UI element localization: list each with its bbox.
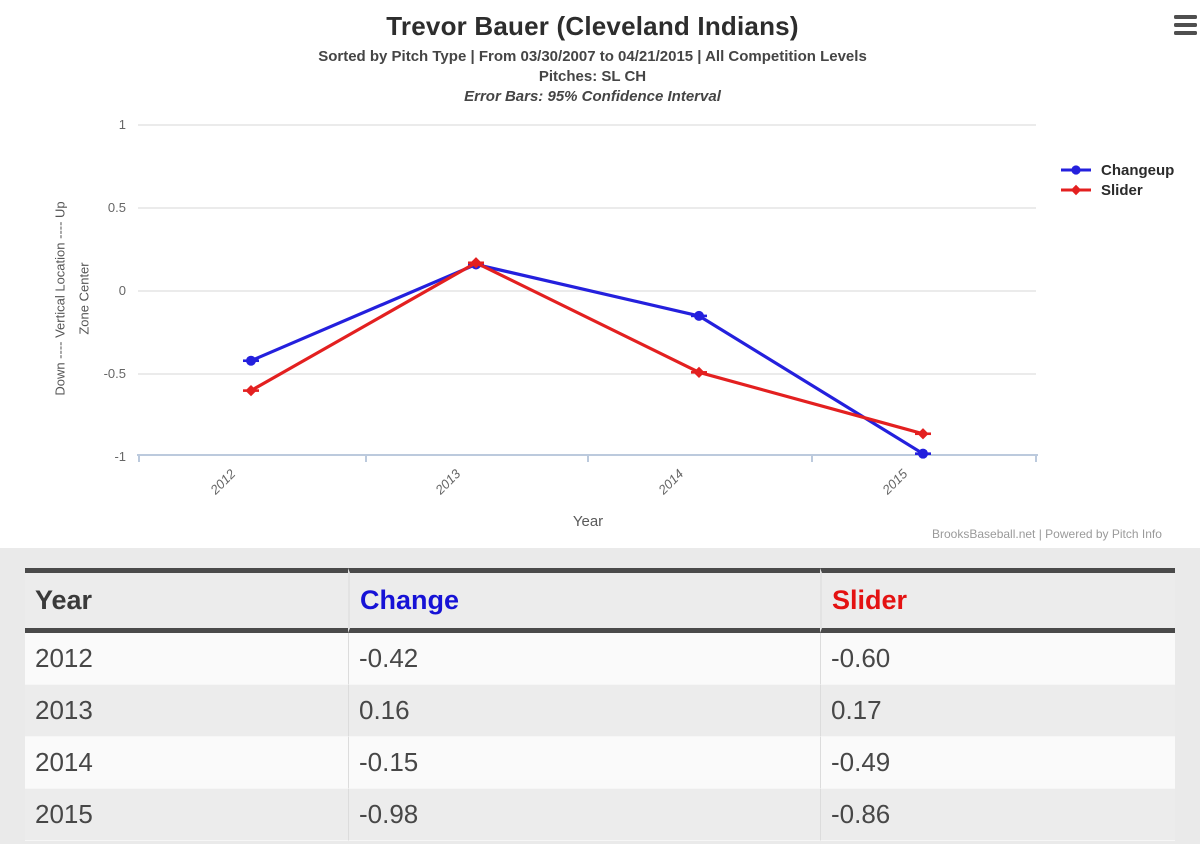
data-point-changeup: [694, 310, 704, 321]
table-cell: -0.60: [820, 633, 1175, 685]
gridline: [138, 207, 1036, 209]
legend-label: Changeup: [1101, 161, 1175, 179]
data-table: Year Change Slider 2012 -0.42 -0.60 2013 0.16 0…: [25, 568, 1175, 841]
table-row: 2014 -0.15 -0.49: [25, 737, 1175, 789]
table-row: 2013 0.16 0.17: [25, 685, 1175, 737]
series-slider: [243, 257, 931, 440]
y-tick-label: -1: [114, 449, 126, 464]
x-axis-line: [137, 454, 1038, 456]
table-cell: -0.49: [820, 737, 1175, 789]
table-cell: 2013: [25, 685, 348, 737]
gridline: [138, 124, 1036, 126]
data-point-slider: [470, 257, 482, 269]
legend-marker-icon: [1061, 184, 1091, 196]
data-point-slider: [917, 428, 929, 440]
menu-bar: [1174, 15, 1197, 19]
x-tick-mark: [365, 456, 367, 462]
table-header-year: Year: [25, 568, 348, 633]
hamburger-menu-icon[interactable]: [1174, 15, 1197, 36]
series-changeup: [243, 259, 931, 459]
table-header-change: Change: [348, 568, 820, 633]
table-cell: 2015: [25, 789, 348, 841]
data-point-changeup: [918, 448, 928, 459]
gridline: [138, 373, 1036, 375]
legend-item-slider: Slider: [1060, 180, 1174, 200]
table-row: 2012 -0.42 -0.60: [25, 633, 1175, 685]
table-cell: 0.17: [820, 685, 1175, 737]
x-axis-title: Year: [572, 513, 604, 530]
legend-marker-icon: [1061, 165, 1091, 175]
menu-bar: [1174, 31, 1197, 35]
data-point-slider: [245, 385, 257, 397]
table-cell: -0.98: [348, 789, 820, 841]
table-cell: 2014: [25, 737, 348, 789]
y-tick-label: 0.5: [107, 200, 126, 215]
x-tick-mark: [138, 456, 140, 462]
chart-subtitle: Sorted by Pitch Type | From 03/30/2007 t…: [318, 48, 867, 65]
chart-error-bars-note: Error Bars: 95% Confidence Interval: [464, 88, 721, 105]
credit-text: BrooksBaseball.net | Powered by Pitch In…: [932, 527, 1162, 541]
chart-pitches-line: Pitches: SL CH: [538, 68, 647, 85]
y-tick-label: -0.5: [103, 366, 126, 381]
table-cell: -0.15: [348, 737, 820, 789]
table-cell: -0.86: [820, 789, 1175, 841]
chart-headings: Trevor Bauer (Cleveland Indians) Sorted …: [0, 0, 1185, 105]
legend-item-changeup: Changeup: [1060, 160, 1174, 180]
table-cell: 2012: [25, 633, 348, 685]
line-chart-plot: [243, 257, 931, 459]
chart-title: Trevor Bauer (Cleveland Indians): [386, 11, 799, 41]
table-cell: 0.16: [348, 685, 820, 737]
table-header-row: Year Change Slider: [25, 568, 1175, 633]
x-tick-mark: [811, 456, 813, 462]
table-section: Year Change Slider 2012 -0.42 -0.60 2013 0.16 0…: [0, 548, 1200, 844]
table-row: 2015 -0.98 -0.86: [25, 789, 1175, 841]
y-tick-label: 0: [118, 283, 126, 298]
chart-section: Trevor Bauer (Cleveland Indians) Sorted …: [0, 0, 1197, 541]
legend-label: Slider: [1101, 181, 1143, 199]
data-point-slider: [693, 366, 705, 378]
chart-legend: Changeup Slider: [1060, 160, 1174, 200]
x-tick-mark: [1035, 456, 1037, 462]
x-tick-mark: [587, 456, 589, 462]
table-header-slider: Slider: [820, 568, 1175, 633]
table-cell: -0.42: [348, 633, 820, 685]
menu-bar: [1174, 23, 1197, 27]
data-point-changeup: [246, 355, 256, 366]
table-body: 2012 -0.42 -0.60 2013 0.16 0.17 2014 -0.15 -0.49…: [25, 633, 1175, 841]
y-tick-label: 1: [118, 117, 126, 132]
